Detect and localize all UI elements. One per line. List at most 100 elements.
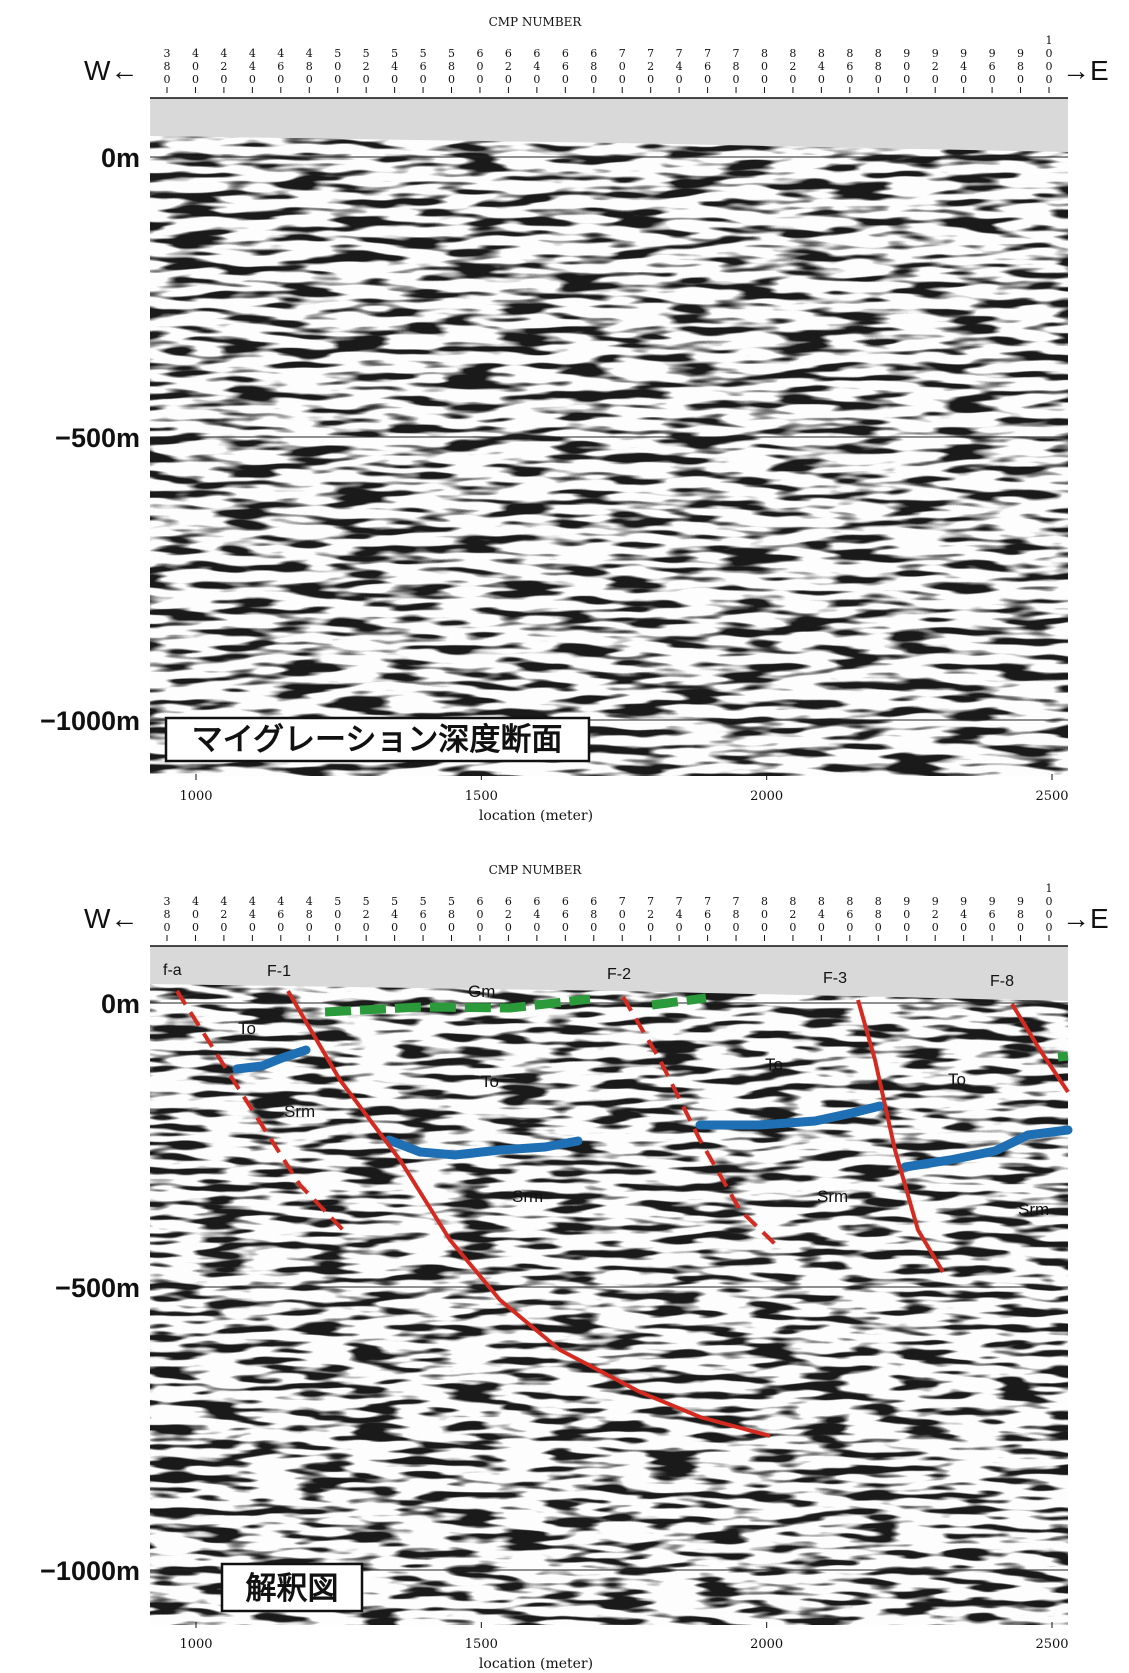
unit-label-To-3: To [765, 1055, 783, 1074]
top-depth-label-0m: 0m [101, 143, 140, 173]
fault-F-1 [286, 989, 771, 1438]
unit-label-Srm-1: Srm [284, 1102, 315, 1121]
horizon-blue-1 [232, 1045, 311, 1074]
top-caption-box [164, 716, 591, 763]
fault-label-F-3: F-3 [823, 970, 847, 987]
horizon-blue-4 [900, 1125, 1073, 1172]
bottom-panel: CMP NUMBER W← →E 3 8 0 4 0 0 4 2 0 4 4 0 4 6 0 4 8 0 5 0 0 5 2… [40, 863, 1109, 1672]
bottom-depth-label-0m: 0m [101, 989, 140, 1019]
top-surface-band [150, 98, 1068, 152]
top-caption: マイグレーション深度断面 [192, 722, 563, 757]
bottom-east-label: →E [1062, 903, 1109, 934]
horizon-green-east [1057, 1051, 1069, 1062]
unit-label-Gm: Gm [468, 982, 495, 1001]
bottom-seismic-section [150, 946, 1068, 1625]
top-x-tick-label-1000: 1000 [179, 789, 212, 804]
top-x-axis-label: location (meter) [479, 808, 593, 824]
top-x-axis: 1000 1500 2000 2500 [179, 774, 1069, 804]
fault-label-F-1: F-1 [267, 963, 291, 980]
bottom-caption: 解釈図 [246, 1571, 339, 1606]
top-x-tick-label-2000: 2000 [750, 789, 783, 804]
top-depth-label-500m: −500m [55, 423, 140, 453]
fault-label-f-a: f-a [163, 962, 182, 979]
bottom-caption-box [220, 1562, 364, 1613]
bottom-x-tick-label-2500: 2500 [1035, 1637, 1068, 1652]
unit-label-Srm-2: Srm [512, 1187, 543, 1206]
bottom-cmp-title: CMP NUMBER [489, 863, 583, 877]
fault-F-3 [856, 999, 945, 1274]
bottom-depth-label-1000m: −1000m [40, 1556, 140, 1586]
horizon-green-middle [651, 993, 707, 1010]
unit-label-To-2: To [481, 1072, 499, 1091]
top-x-tick-label-1500: 1500 [465, 789, 498, 804]
fault-f-a [175, 989, 347, 1234]
unit-label-To-4: To [948, 1070, 966, 1089]
unit-label-To-1: To [238, 1019, 256, 1038]
top-west-label: W← [84, 55, 138, 86]
top-cmp-number-row: 3 8 0 4 0 0 4 2 0 4 4 0 4 6 0 4 8 0 5 0 0 5 2 0 5 4 0 5 6 0 5 8 0 6 0 0 6 2 0 6… [164, 34, 1053, 93]
bottom-x-axis-label: location (meter) [479, 1656, 593, 1672]
bottom-x-tick-label-1500: 1500 [465, 1637, 498, 1652]
horizon-green-west [324, 994, 591, 1017]
bottom-depth-label-500m: −500m [55, 1273, 140, 1303]
fault-F-2 [621, 995, 777, 1246]
unit-label-Srm-4: Srm [1018, 1200, 1049, 1219]
unit-label-Srm-3: Srm [817, 1187, 848, 1206]
horizon-blue-2 [384, 1135, 583, 1160]
